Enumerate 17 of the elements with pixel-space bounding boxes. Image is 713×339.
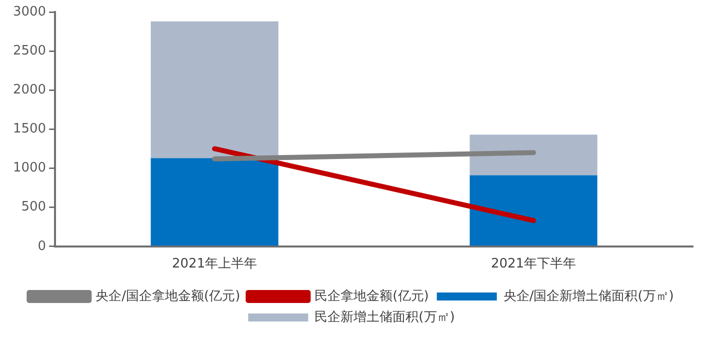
bar [470, 175, 598, 246]
bar [150, 21, 278, 158]
legend-label: 央企/国企拿地金额(亿元) [96, 288, 240, 304]
y-tick-label: 0 [38, 238, 46, 254]
legend-label: 民企新增土储面积(万㎡) [314, 310, 455, 325]
legend-label: 央企/国企新增土储面积(万㎡) [503, 288, 674, 304]
y-tick-label: 2500 [12, 43, 46, 58]
x-tick-label: 2021年下半年 [490, 256, 576, 272]
y-tick-label: 3000 [12, 4, 46, 20]
y-tick-label: 1500 [12, 122, 46, 137]
y-tick-label: 2000 [12, 82, 46, 98]
y-tick-label: 500 [21, 200, 46, 215]
y-tick-label: 1000 [12, 160, 46, 176]
legend-label: 民企拿地金额(亿元) [314, 288, 429, 304]
bar [150, 158, 278, 246]
x-tick-label: 2021年上半年 [172, 256, 258, 272]
bar [470, 134, 598, 176]
